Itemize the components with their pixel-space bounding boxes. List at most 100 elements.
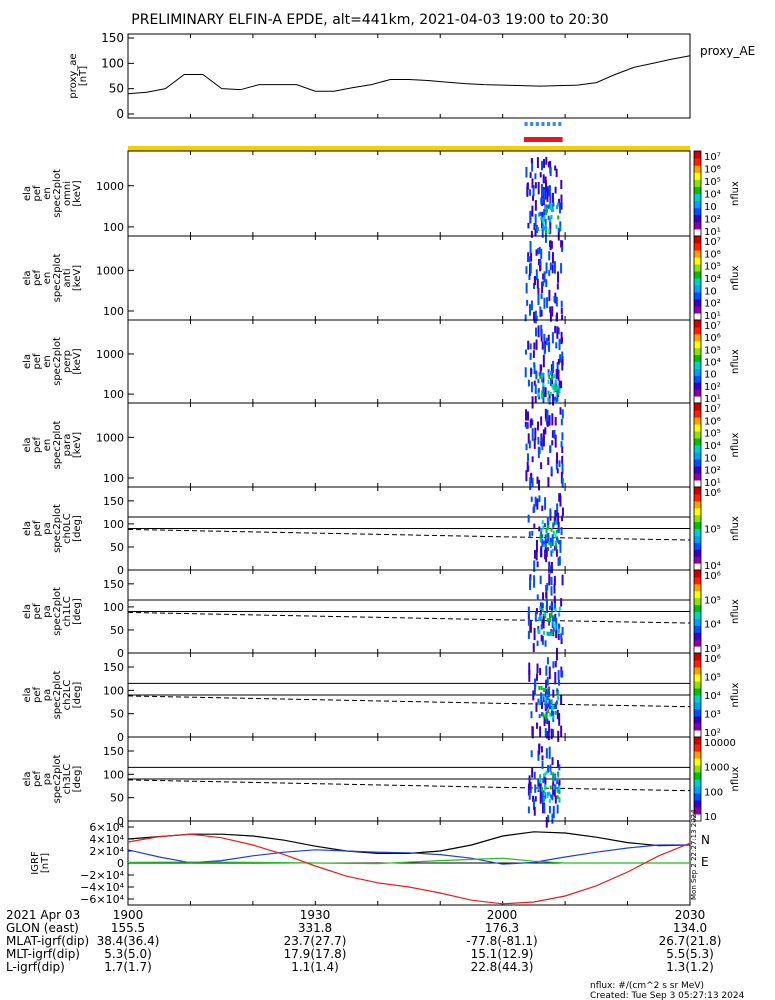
spectrogram-pixel [539,779,541,783]
y-tick-label: 150 [103,661,124,674]
spectrogram-pixel [541,635,543,642]
spectrogram-pixels [528,493,564,574]
pa-ch0-spectrogram-colorbar: 10⁶10⁵10⁴nflux [694,487,741,572]
spectrogram-pixel [532,196,534,201]
spectrogram-pixel [545,714,547,718]
spectrogram-pixel [543,174,545,183]
spectrogram-pixel [525,367,527,377]
spectrogram-pixel [560,180,562,189]
spectrogram-pixel [551,707,553,711]
colorbar-swatch [694,730,701,738]
spectrogram-pixel [530,263,532,274]
spectrogram-pixel [531,750,533,757]
status-blue-segment [525,122,528,126]
spectrogram-pixel [537,393,539,397]
spectrogram-pixel [542,198,544,204]
spectrogram-pixel [548,622,550,626]
spectrogram-pixel [548,270,550,276]
spectrogram-pixel [526,283,528,294]
spectrogram-pixel [555,629,557,638]
spectrogram-pixel [535,702,537,712]
spectrogram-pixel [533,342,535,349]
spectrogram-pixel [557,385,559,389]
spectrogram-pixel [540,212,542,216]
status-blue-segment [558,122,561,126]
spectrogram-pixel [530,621,532,633]
loss-cone-line [128,696,690,707]
colorbar-swatch [694,194,701,202]
footer-value: 176.3 [485,921,519,935]
spectrogram-pixels [525,325,564,409]
spectrogram-pixel [529,304,531,315]
spectrogram-pixel [543,334,545,341]
spectrogram-pixel [525,409,527,420]
status-blue-segment [530,122,533,126]
spectrogram-pixel [540,576,542,584]
colorbar-swatch [694,306,701,314]
spectrogram-pixel [557,271,559,282]
spectrogram-pixel [544,523,546,527]
spectrogram-pixel [550,240,552,250]
spectrogram-pixel [547,709,549,713]
colorbar-swatch [694,618,701,625]
spectrogram-pixel [561,202,563,210]
spectrogram-pixel [538,480,540,491]
footer-label: L-igrf(dip) [6,960,65,974]
side-timestamp: Mon Sep 2 22:27:13 2024 [690,809,698,900]
colorbar-tick: 10⁵ [704,673,721,684]
y-tick-label: 0 [117,647,124,660]
ylabel-line: [deg] [72,766,83,793]
spectrogram-pixel [541,602,543,606]
status-yellow-segment [128,146,690,151]
y-tick-label: 100 [103,518,124,531]
spectrogram-pixel [562,478,564,488]
spectrogram-pixel [555,705,557,709]
spectrogram-pixel [545,728,547,737]
colorbar-swatch [694,271,701,279]
spectrogram-pixel [541,310,543,316]
spectrogram-pixel [548,721,550,732]
spectrogram-pixel [540,249,542,259]
spectrogram-pixel [536,540,538,552]
colorbar-swatch [694,445,701,453]
colorbar-swatch [694,556,701,563]
spectrogram-pixel [527,453,529,461]
spectrogram-pixel [529,531,531,536]
spectrogram-pixel [541,161,543,170]
spectrogram-pixel [525,167,527,178]
spectrogram-pixel [540,617,542,621]
spectrogram-pixel [541,686,543,690]
spectrogram-pixel [548,229,550,233]
colorbar-swatch [694,382,701,389]
colorbar-swatch [694,529,701,536]
colorbar-tick: 10⁷ [704,321,721,332]
y-tick-label: 50 [110,792,124,805]
spectrogram-pixel [543,355,545,368]
spectrogram-pixel [557,468,559,473]
para-energy-spectrogram-frame [128,403,690,487]
spectrogram-pixel [540,172,542,177]
spectrogram-pixel [542,373,544,377]
colorbar-swatch [694,765,701,773]
spectrogram-pixel [555,187,557,194]
spectrogram-pixel [551,376,553,380]
spectrogram-pixel [545,224,547,228]
colorbar-swatch [694,598,701,605]
spectrogram-pixel [530,711,532,718]
spectrogram-pixel [557,731,559,742]
spectrogram-pixel [534,807,536,816]
spectrogram-pixel [552,361,554,373]
spectrogram-pixel [545,548,547,556]
spectrogram-pixel [541,702,543,709]
spectrogram-pixel [534,784,536,792]
colorbar-swatch [694,158,701,166]
spectrogram-pixel [556,549,558,556]
spectrogram-pixel [525,266,527,274]
colorbar-swatch [694,355,701,362]
spectrogram-pixel [544,205,546,209]
colorbar-tick: 10² [704,466,721,477]
spectrogram-pixel [531,531,533,536]
colorbar-tick: 10⁴ [704,274,721,285]
footer-value: 26.7(21.8) [659,934,722,948]
colorbar-swatch [694,758,701,766]
